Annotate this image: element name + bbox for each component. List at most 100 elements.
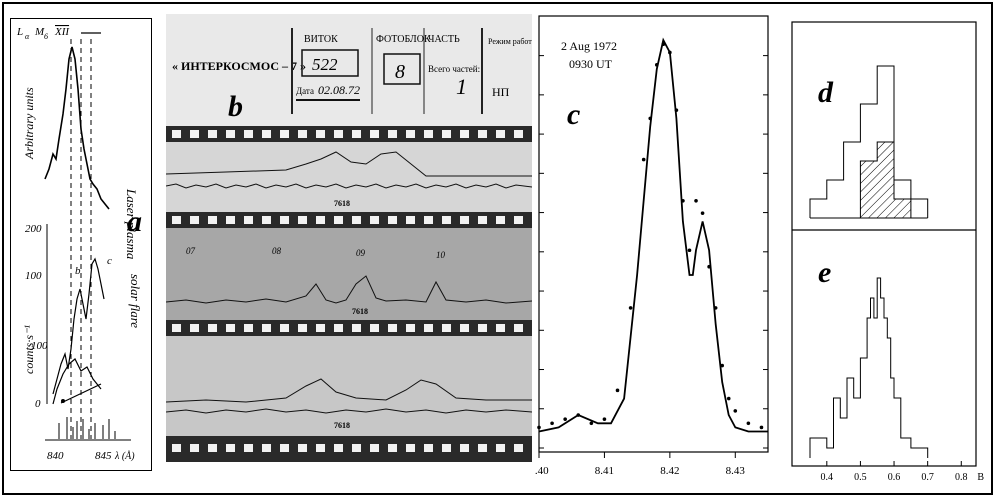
panel-b-perforation-1 (166, 126, 532, 142)
panel-b-total-parts-value: 1 (456, 74, 467, 99)
panel-a-xlabel: λ (Å) (114, 450, 135, 462)
panel-c-x-ticks: 8.40 8.41 8.42 8.43 (529, 452, 745, 477)
panel-c-data-point (746, 421, 751, 426)
panel-a-flare-spectrum (52, 257, 105, 395)
panel-c-data-point (694, 199, 698, 203)
panel-a-label: a (127, 205, 142, 238)
panel-c-x-tick-label: 8.40 (535, 465, 549, 477)
panel-c-data-point (707, 264, 711, 269)
panel-a-line-label-m: M (34, 26, 45, 38)
panel-c-data-point (654, 63, 659, 67)
panel-a-bottom-ylabel: counts·s⁻¹ (22, 325, 36, 374)
panel-b-frame-mark-10: 10 (436, 250, 446, 260)
panel-c-data-point (550, 421, 554, 426)
panel-c-x-tick-label: 8.42 (660, 465, 679, 477)
panel-a: L α M 6 XII Arbitrary units Laser plasma… (10, 18, 152, 471)
panel-c-data-point (602, 417, 607, 421)
panel-b-photoblock-header: ФОТОБЛОК (376, 34, 431, 45)
panel-c-label: c (567, 98, 580, 131)
panel-a-point (61, 399, 65, 403)
panel-c-data-point (726, 396, 731, 401)
panel-b-mode-header: Режим работы (488, 37, 532, 46)
panel-b-frame-mark-09: 09 (356, 248, 366, 258)
panel-a-ytick-0: 0 (35, 398, 41, 410)
panel-b-orbit-value: 522 (312, 55, 338, 74)
panel-c-data-point (615, 388, 620, 393)
panel-a-peak-label-b: b (75, 265, 81, 277)
panel-e-x-tick-label: 0.7 (921, 472, 934, 483)
panel-b-perforation-3 (166, 320, 532, 336)
panel-c-data-point (687, 248, 692, 253)
panel-b-satellite-name: « ИНТЕРКОСМОС – 7 » (172, 59, 306, 73)
panel-b-perforation-2-holes (172, 216, 523, 224)
panel-c-data-point (759, 425, 764, 430)
panel-e-label: e (818, 256, 831, 289)
panel-a-line-label-l: L (16, 26, 23, 38)
panel-b-date-value: 02.08.72 (318, 83, 360, 97)
panel-d-hatched-histogram (859, 141, 912, 219)
panel-b-orbit-header: ВИТОК (304, 34, 338, 45)
panel-c-data-point (720, 363, 724, 368)
panel-c-data-point (563, 417, 567, 421)
panel-e-x-tick-label: 0.5 (854, 472, 867, 483)
panel-c-data-point (700, 211, 705, 215)
panel-a-xtick-840: 840 (47, 450, 64, 462)
panel-a-ytick-100b: 100 (31, 340, 48, 352)
panel-c-data-point (661, 42, 666, 47)
panel-c-y-ticks (539, 55, 768, 449)
panel-b-photoblock-value: 8 (395, 61, 405, 83)
panel-e-histogram (809, 277, 929, 458)
panel-a-peak-label-c: c (107, 255, 112, 267)
panel-d-histogram (809, 65, 929, 218)
panel-b-trace-3-b (166, 408, 532, 414)
panel-b-strip-tag-1: 7618 (334, 199, 350, 208)
panel-a-plot: L α M 6 XII Arbitrary units Laser plasma… (16, 26, 143, 462)
panel-d-label: d (818, 76, 834, 109)
panel-c-data-point (668, 50, 672, 55)
panel-c-data-point (589, 421, 594, 426)
panel-a-line-label-xii: XII (54, 26, 70, 38)
panel-b-trace-1-top (166, 151, 532, 177)
panel-b-date-label: Дата (296, 86, 314, 96)
panel-c-data-point (576, 413, 581, 417)
panel-a-ytick-100a: 100 (25, 270, 42, 282)
panel-de-frame (791, 21, 977, 467)
panel-c-x-tick-label: 8.41 (595, 465, 614, 477)
panel-c-data-point (628, 306, 633, 310)
panel-a-line-ticks (58, 417, 116, 439)
panel-c-data-point (537, 425, 541, 430)
panel-b-part-header: ЧАСТЬ (428, 34, 460, 45)
panel-c-time: 0930 UT (569, 57, 613, 71)
panel-b-label: b (228, 90, 243, 123)
panel-a-fit-line (60, 383, 102, 404)
panel-d-series (809, 65, 929, 219)
panel-c-chart: 2 Aug 1972 0930 UT c 8.40 8.41 8.42 8.43 (529, 15, 769, 477)
panel-b-total-parts-label: Всего частей: (428, 64, 480, 74)
panel-de: d e 0.4 0.5 0.6 0.7 0.8 B (788, 18, 986, 494)
panel-b-mode-value: НП (492, 85, 510, 99)
panel-c-data-point (681, 199, 685, 203)
panel-a-line-label-alpha: α (25, 32, 30, 41)
panel-b-strip-tag-3: 7618 (334, 421, 350, 430)
panel-e-x-ticks: 0.4 0.5 0.6 0.7 0.8 B (821, 461, 984, 483)
panel-c-series (537, 37, 768, 433)
panel-e-x-tick-label: 0.6 (888, 472, 901, 483)
panel-b-perforation-4-holes (172, 444, 523, 452)
panel-b-perforation-4 (166, 436, 532, 462)
panel-c-data-point (713, 306, 718, 310)
panel-b-perforation-2 (166, 212, 532, 228)
panel-c-data-point (648, 116, 653, 121)
panel-b-frame-mark-07: 07 (186, 246, 196, 256)
panel-a-flare-lower (52, 358, 102, 405)
panel-de-chart: d e 0.4 0.5 0.6 0.7 0.8 B (791, 21, 984, 483)
panel-a-bottom-side-label: solar flare (128, 274, 143, 328)
panel-c-data-point (641, 157, 646, 162)
panel-e-xlabel: B (977, 472, 984, 483)
panel-a-line-label-6: 6 (44, 32, 48, 41)
panel-c: 2 Aug 1972 0930 UT c 8.40 8.41 8.42 8.43 (529, 12, 775, 494)
panel-a-laser-spectrum (44, 46, 110, 210)
panel-b-frame-mark-08: 08 (272, 246, 282, 256)
panel-c-plot-frame (538, 15, 769, 453)
panel-c-fit-line (538, 37, 768, 433)
panel-c-data-point (733, 409, 738, 413)
